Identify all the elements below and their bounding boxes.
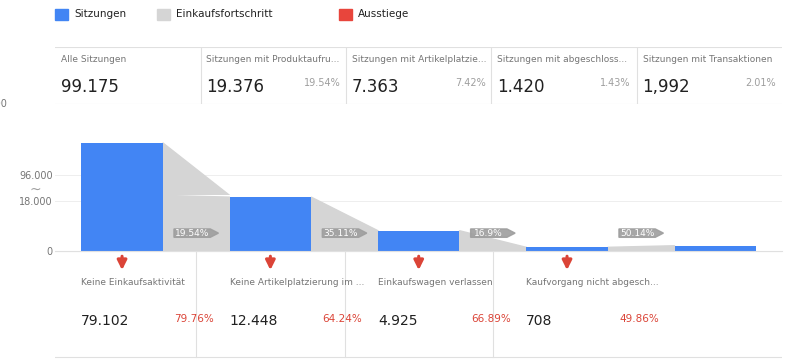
Bar	[378, 231, 460, 251]
Bar	[230, 197, 311, 251]
Text: 66.89%: 66.89%	[471, 314, 511, 324]
Text: Ausstiege: Ausstiege	[358, 9, 409, 19]
Text: 1.43%: 1.43%	[600, 78, 631, 88]
Text: 19.54%: 19.54%	[175, 229, 209, 238]
Text: Sitzungen mit Produktaufru...: Sitzungen mit Produktaufru...	[206, 55, 340, 64]
Text: 35.11%: 35.11%	[323, 229, 358, 238]
Polygon shape	[322, 229, 367, 237]
Polygon shape	[619, 229, 664, 237]
Polygon shape	[460, 231, 526, 251]
Text: 1,992: 1,992	[642, 78, 690, 96]
Text: Keine Artikelplatzierung im ...: Keine Artikelplatzierung im ...	[230, 278, 364, 287]
Text: 19.54%: 19.54%	[303, 78, 340, 88]
Text: 2.01%: 2.01%	[746, 78, 777, 88]
Bar	[526, 247, 608, 251]
Bar	[675, 246, 756, 251]
Bar	[339, 9, 352, 20]
Polygon shape	[311, 197, 378, 251]
Text: Keine Einkaufsaktivität: Keine Einkaufsaktivität	[81, 278, 185, 287]
Text: Sitzungen mit Artikelplatzie...: Sitzungen mit Artikelplatzie...	[352, 55, 487, 64]
Text: 50.14%: 50.14%	[620, 229, 654, 238]
Text: 12.448: 12.448	[230, 314, 278, 328]
Polygon shape	[174, 229, 219, 237]
Text: 7.363: 7.363	[352, 78, 399, 96]
Polygon shape	[163, 195, 230, 251]
Text: Sitzungen mit Transaktionen: Sitzungen mit Transaktionen	[642, 55, 772, 64]
Text: Einkaufswagen verlassen: Einkaufswagen verlassen	[378, 278, 492, 287]
Text: Kaufvorgang nicht abgesch...: Kaufvorgang nicht abgesch...	[526, 278, 659, 287]
Text: 19.376: 19.376	[206, 78, 265, 96]
Bar	[55, 9, 69, 20]
Text: 49.86%: 49.86%	[619, 314, 659, 324]
Text: 1.420: 1.420	[497, 78, 544, 96]
Polygon shape	[471, 229, 515, 237]
Text: 79.102: 79.102	[81, 314, 130, 328]
Text: Alle Sitzungen: Alle Sitzungen	[61, 55, 126, 64]
Bar	[157, 9, 170, 20]
Text: Sitzungen: Sitzungen	[74, 9, 126, 19]
Text: Einkaufsfortschritt: Einkaufsfortschritt	[176, 9, 273, 19]
Text: Sitzungen mit abgeschloss...: Sitzungen mit abgeschloss...	[497, 55, 627, 64]
Text: ~: ~	[30, 183, 41, 197]
Text: 79.76%: 79.76%	[175, 314, 214, 324]
Polygon shape	[608, 246, 675, 251]
Text: 7.42%: 7.42%	[455, 78, 486, 88]
Text: 102.000: 102.000	[0, 99, 8, 109]
Text: 64.24%: 64.24%	[322, 314, 363, 324]
Polygon shape	[163, 143, 230, 195]
Bar	[81, 143, 163, 359]
Text: 16.9%: 16.9%	[475, 229, 503, 238]
Text: 99.175: 99.175	[61, 78, 119, 96]
Text: 4.925: 4.925	[378, 314, 417, 328]
Text: 708: 708	[526, 314, 553, 328]
Bar	[81, 195, 163, 251]
